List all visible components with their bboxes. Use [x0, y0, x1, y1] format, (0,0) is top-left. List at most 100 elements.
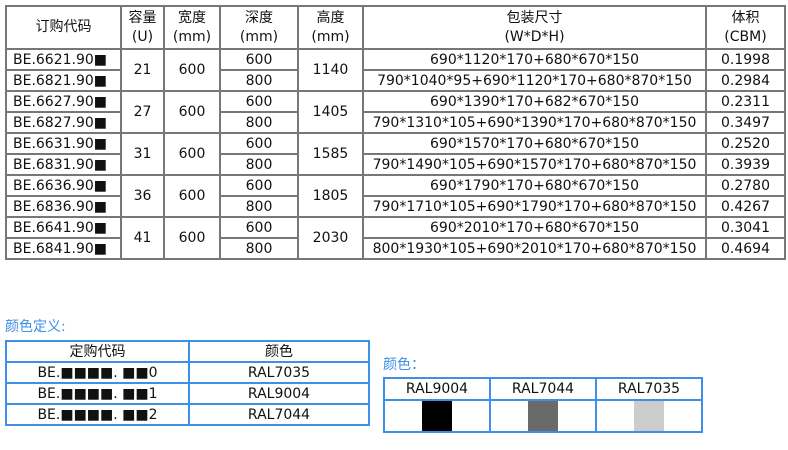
header-label: (mm)	[311, 28, 350, 45]
header-label: 订购代码	[35, 19, 92, 35]
header-cell: 容量 (U)	[120, 5, 165, 50]
table-row: BE.■■■■. ■■2 RAL7044	[5, 403, 370, 426]
order-code: BE.6631.90■	[5, 132, 122, 155]
depth-cell: 600	[219, 48, 299, 71]
color-code: RAL7035	[188, 361, 370, 384]
header-label: 高度	[316, 9, 345, 26]
order-code: BE.6831.90■	[5, 153, 122, 176]
header-cell: 深度 (mm)	[219, 5, 299, 50]
order-code: BE.6836.90■	[5, 195, 122, 218]
package-cell: 790*1040*95+690*1120*170+680*870*150	[362, 69, 707, 92]
volume-cell: 0.3041	[705, 216, 786, 239]
color-name: RAL9004	[383, 377, 491, 401]
depth-cell: 600	[219, 174, 299, 197]
color-swatch	[528, 401, 558, 431]
order-code: BE.6621.90■	[5, 48, 122, 71]
color-name-row: RAL9004 RAL7044 RAL7035	[383, 377, 703, 401]
height-cell: 2030	[297, 216, 364, 260]
header-label: 深度	[245, 9, 273, 26]
header-label: (U)	[131, 28, 154, 45]
capacity-cell: 41	[120, 216, 165, 260]
depth-cell: 600	[219, 90, 299, 113]
package-cell: 790*1310*105+690*1390*170+680*870*150	[362, 111, 707, 134]
capacity-cell: 27	[120, 90, 165, 134]
height-cell: 1140	[297, 48, 364, 92]
volume-cell: 0.2984	[705, 69, 786, 92]
color-code: RAL7044	[188, 403, 370, 426]
package-cell: 790*1490*105+690*1570*170+680*870*150	[362, 153, 707, 176]
package-cell: 690*1570*170+680*670*150	[362, 132, 707, 155]
table-row: BE.6641.90■ 41 600 600 2030 690*2010*170+680*…	[5, 216, 786, 260]
colors-title: 颜色：	[383, 357, 425, 373]
volume-cell: 0.3939	[705, 153, 786, 176]
table-row: BE.6627.90■ 27 600 600 1405 690*1390*170+682*…	[5, 90, 786, 134]
table-row: BE.6827.90■ 800 790*1310*105+690*1390*170+…	[5, 111, 786, 134]
capacity-cell: 36	[120, 174, 165, 218]
package-cell: 690*1790*170+680*670*150	[362, 174, 707, 197]
width-cell: 600	[163, 48, 221, 92]
depth-cell: 600	[219, 216, 299, 239]
header-cell: 宽度 (mm)	[163, 5, 221, 50]
width-cell: 600	[163, 132, 221, 176]
table-row: BE.6631.90■ 31 600 600 1585 690*1570*170+680*…	[5, 132, 786, 176]
header-cell: 体积 (CBM)	[705, 5, 786, 50]
table-row: BE.6836.90■ 800 790*1710*105+690*1790*170+…	[5, 195, 786, 218]
header-row: 订购代码 容量 (U) 宽度 (mm) 深度 (mm) 高度 (mm) 包装尺寸 (W*D*H) 体积…	[5, 5, 786, 50]
height-cell: 1585	[297, 132, 364, 176]
depth-cell: 800	[219, 153, 299, 176]
width-cell: 600	[163, 90, 221, 134]
color-name: RAL7044	[489, 377, 597, 401]
width-cell: 600	[163, 216, 221, 260]
volume-cell: 0.4267	[705, 195, 786, 218]
volume-cell: 0.1998	[705, 48, 786, 71]
header-row: 定购代码 颜色	[5, 340, 370, 363]
order-code: BE.■■■■. ■■2	[5, 403, 190, 426]
package-cell: 690*1390*170+682*670*150	[362, 90, 707, 113]
depth-cell: 800	[219, 111, 299, 134]
header-label: (CBM)	[724, 28, 767, 45]
depth-cell: 800	[219, 69, 299, 92]
volume-cell: 0.2311	[705, 90, 786, 113]
depth-cell: 600	[219, 132, 299, 155]
order-code: BE.6641.90■	[5, 216, 122, 239]
order-code: BE.6827.90■	[5, 111, 122, 134]
volume-cell: 0.2520	[705, 132, 786, 155]
package-cell: 690*2010*170+680*670*150	[362, 216, 707, 239]
order-code: BE.■■■■. ■■1	[5, 382, 190, 405]
height-cell: 1805	[297, 174, 364, 218]
width-cell: 600	[163, 174, 221, 218]
order-code: BE.6636.90■	[5, 174, 122, 197]
color-swatch	[422, 401, 452, 431]
order-code: BE.6821.90■	[5, 69, 122, 92]
table-row: BE.6831.90■ 800 790*1490*105+690*1570*170+…	[5, 153, 786, 176]
table-row: BE.■■■■. ■■0 RAL7035	[5, 361, 370, 384]
volume-cell: 0.4694	[705, 237, 786, 260]
package-cell: 800*1930*105+690*2010*170+680*870*150	[362, 237, 707, 260]
table-row: BE.6636.90■ 36 600 600 1805 690*1790*170+680*…	[5, 174, 786, 218]
header-label: 体积	[731, 9, 760, 26]
header-label: 容量	[128, 9, 157, 26]
header-label: (mm)	[172, 28, 212, 45]
swatch-cell	[595, 399, 703, 433]
header-label: (mm)	[239, 28, 279, 45]
header-label: 包装尺寸	[506, 9, 563, 26]
color-swatch-row	[383, 399, 703, 433]
table-row: BE.■■■■. ■■1 RAL9004	[5, 382, 370, 405]
color-code: RAL9004	[188, 382, 370, 405]
swatch-cell	[489, 399, 597, 433]
color-definition-title: 颜色定义:	[5, 319, 66, 335]
swatch-cell	[383, 399, 491, 433]
order-code: BE.■■■■. ■■0	[5, 361, 190, 384]
header-cell: 高度 (mm)	[297, 5, 364, 50]
order-code: BE.6627.90■	[5, 90, 122, 113]
order-code: BE.6841.90■	[5, 237, 122, 260]
capacity-cell: 31	[120, 132, 165, 176]
package-cell: 790*1710*105+690*1790*170+680*870*150	[362, 195, 707, 218]
color-definition-table: 定购代码 颜色 BE.■■■■. ■■0 RAL7035 BE.■■■■. ■■1 R…	[5, 340, 370, 426]
header-cell: 订购代码	[5, 5, 122, 50]
product-spec-table: 订购代码 容量 (U) 宽度 (mm) 深度 (mm) 高度 (mm) 包装尺寸 (W*D*H) 体积…	[5, 5, 786, 260]
color-name: RAL7035	[595, 377, 703, 401]
capacity-cell: 21	[120, 48, 165, 92]
header-code: 定购代码	[5, 340, 190, 363]
header-cell: 包装尺寸 (W*D*H)	[362, 5, 707, 50]
